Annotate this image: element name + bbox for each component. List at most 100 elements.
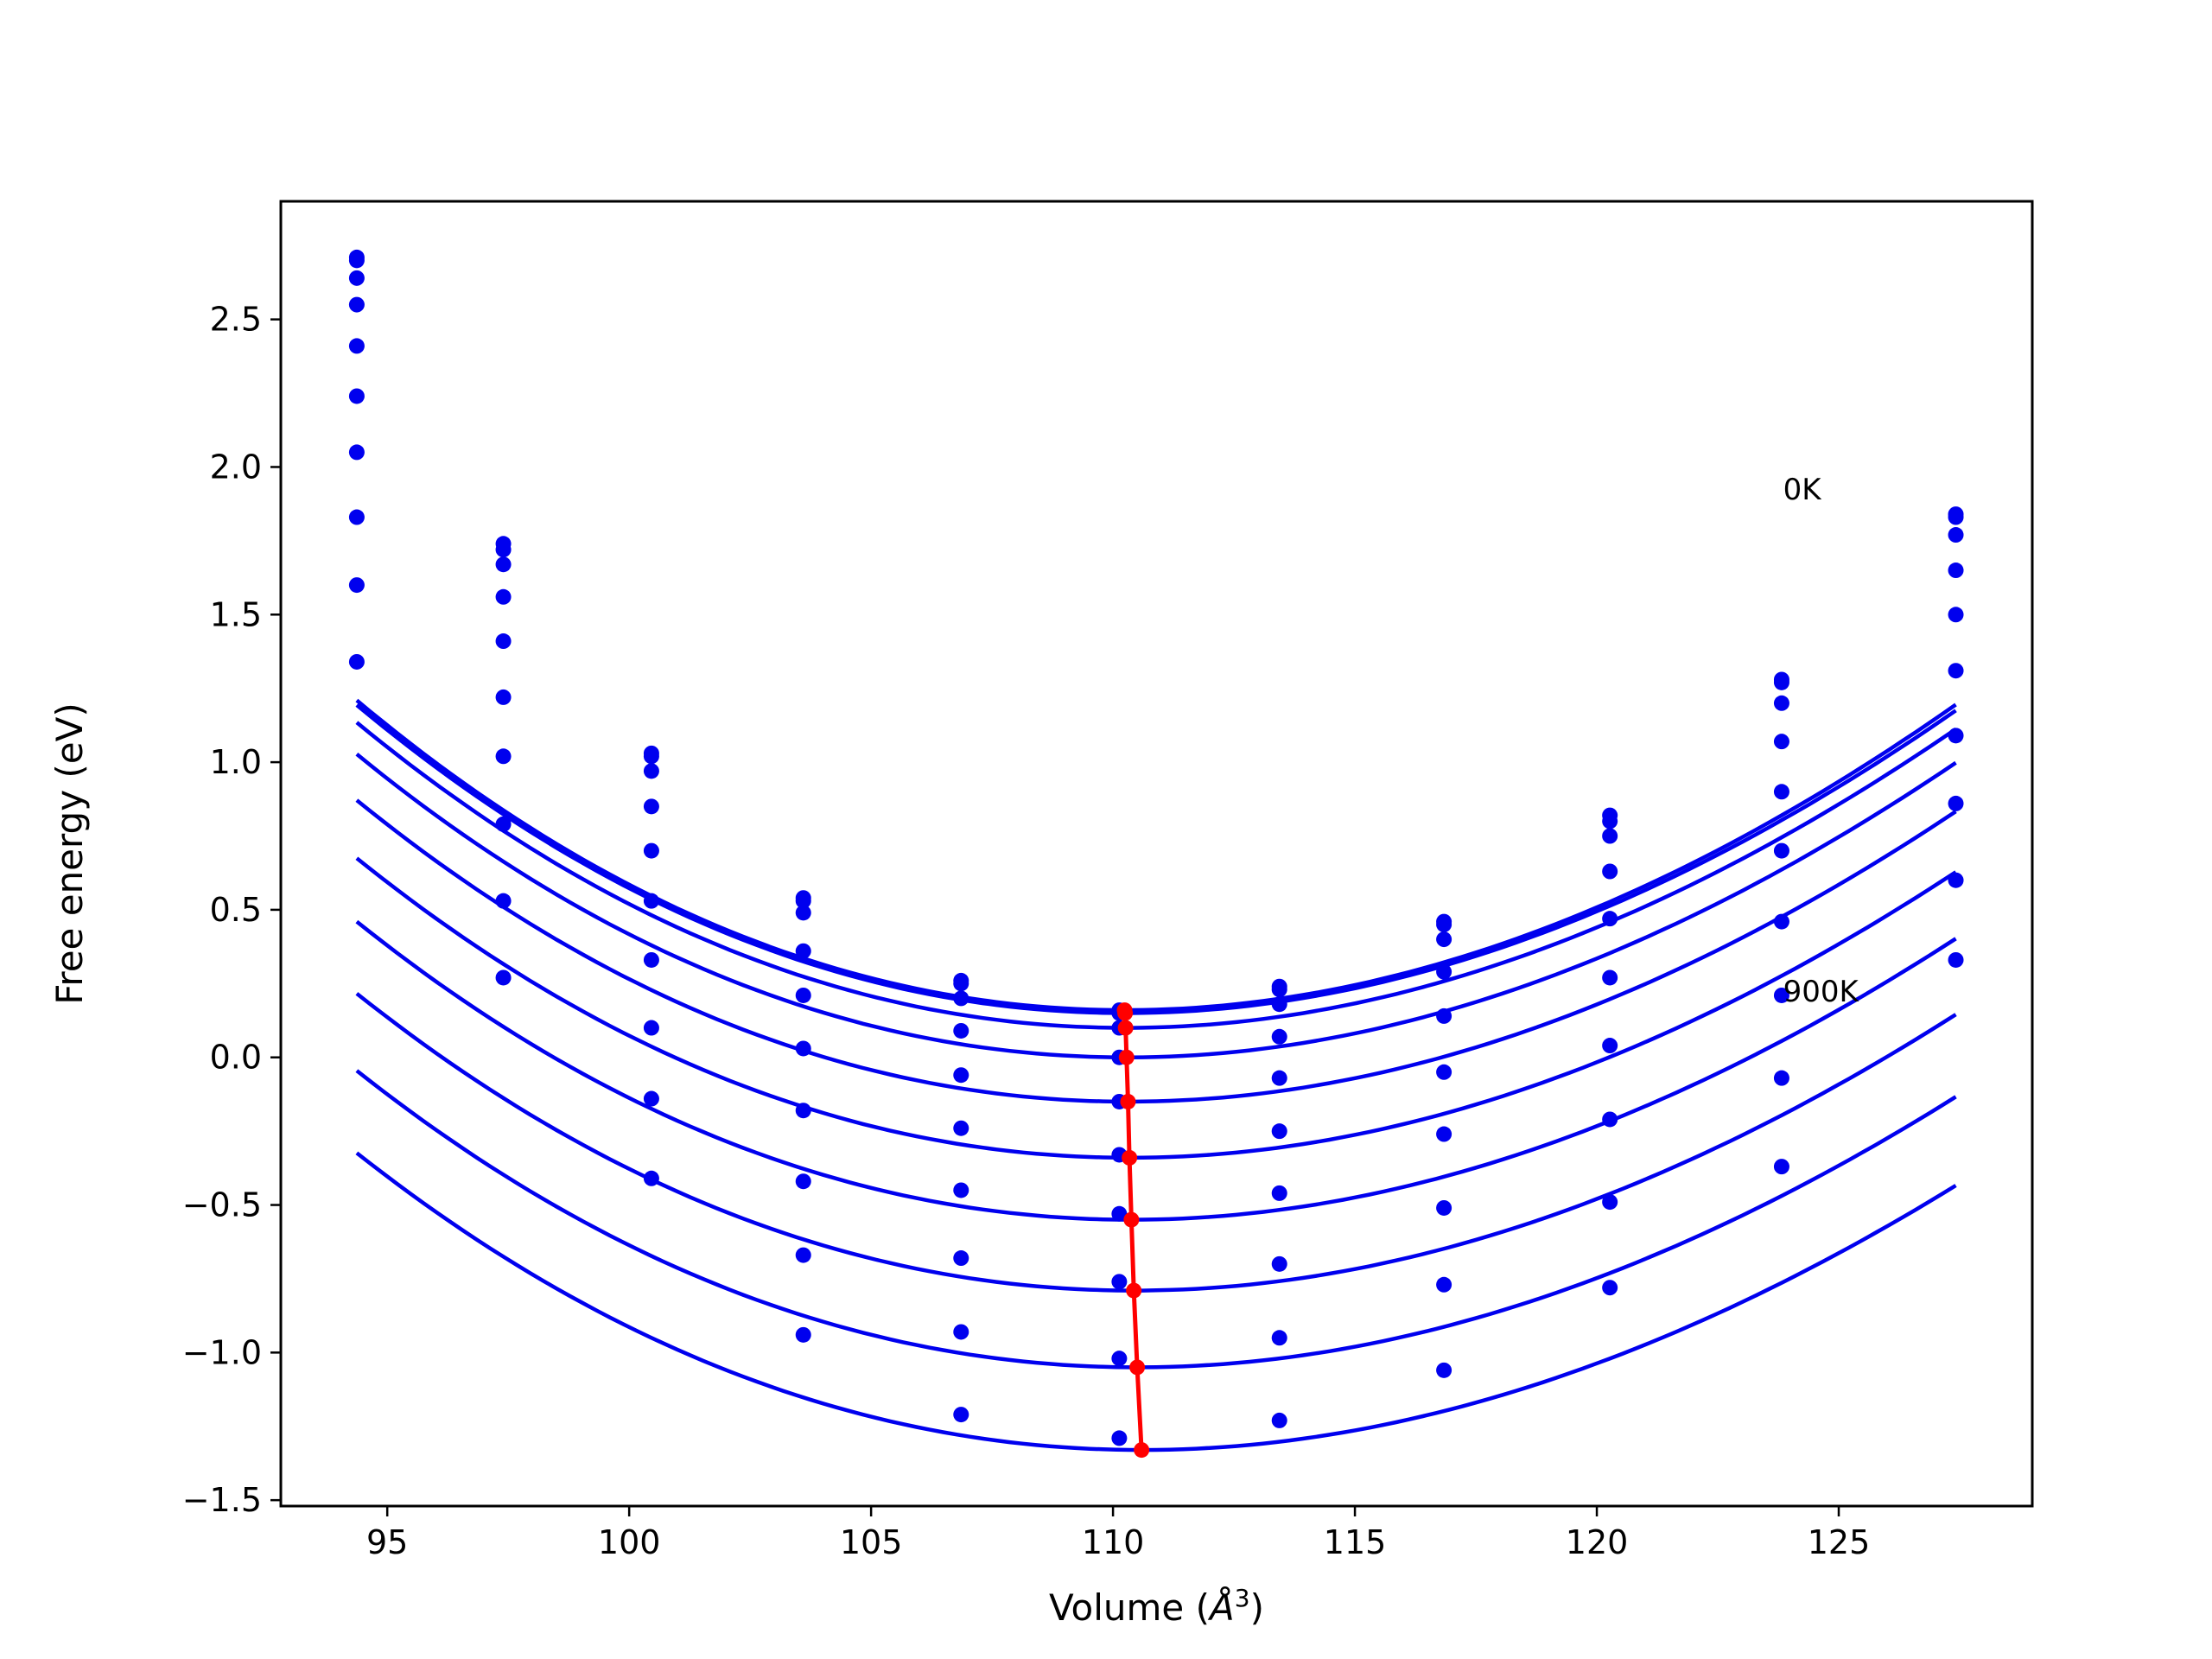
x-tick-label-0: 95 [366, 1523, 408, 1561]
data-point-9-4 [953, 1407, 969, 1423]
data-point-7-0 [348, 509, 365, 525]
data-point-8-4 [953, 1324, 969, 1340]
data-point-6-8 [1602, 1038, 1618, 1054]
data-point-7-6 [1271, 1255, 1287, 1272]
data-point-2-2 [643, 763, 659, 779]
y-tick-label-8: 2.5 [210, 301, 262, 339]
data-point-6-0 [348, 444, 365, 461]
minimum-point-8 [1129, 1359, 1146, 1376]
y-tick-label-0: −1.5 [182, 1481, 262, 1519]
data-point-4-9 [1773, 784, 1789, 800]
y-tick-label-3: 0.0 [210, 1039, 262, 1077]
data-point-5-10 [1948, 663, 1964, 679]
data-point-3-10 [1948, 563, 1964, 579]
data-point-5-9 [1773, 842, 1789, 859]
data-point-5-4 [953, 1120, 969, 1136]
data-point-8-0 [348, 577, 365, 594]
data-point-1-7 [1436, 916, 1452, 932]
data-point-2-6 [1271, 996, 1287, 1013]
data-point-9-7 [1436, 1362, 1452, 1378]
y-tick-label-2: −0.5 [182, 1186, 262, 1224]
data-point-6-10 [1948, 728, 1964, 744]
fit-curve-2 [355, 721, 1957, 1030]
data-point-8-10 [1948, 872, 1964, 888]
x-axis-unit-symbol: Å [1207, 1586, 1235, 1629]
data-point-2-1 [495, 556, 512, 573]
x-axis-unit-exponent: 3 [1235, 1584, 1250, 1612]
data-point-3-7 [1436, 963, 1452, 980]
data-point-5-2 [643, 893, 659, 909]
data-point-6-6 [1271, 1185, 1287, 1201]
data-point-4-4 [953, 1067, 969, 1084]
fit-curve-6 [355, 919, 1957, 1222]
data-point-8-2 [643, 1090, 659, 1107]
data-point-5-1 [495, 689, 512, 705]
fit-curve-0 [355, 698, 1957, 1013]
data-point-1-9 [1773, 674, 1789, 690]
fit-curve-8 [355, 1069, 1957, 1370]
data-point-4-0 [348, 338, 365, 354]
x-axis-label: Volume (Å3) [1049, 1584, 1264, 1629]
data-point-9-8 [1602, 1280, 1618, 1296]
x-tick-label-2: 105 [840, 1523, 903, 1561]
data-point-3-3 [795, 943, 811, 959]
x-axis-label-prefix: Volume ( [1049, 1586, 1210, 1629]
x-tick-label-3: 110 [1082, 1523, 1145, 1561]
y-tick-label-5: 1.0 [210, 743, 262, 781]
data-point-3-2 [643, 798, 659, 815]
data-point-8-1 [495, 893, 512, 909]
y-tick-label-7: 2.0 [210, 448, 262, 486]
data-point-1-3 [795, 893, 811, 909]
data-point-1-2 [643, 748, 659, 765]
data-point-1-8 [1602, 813, 1618, 830]
data-point-7-5 [1111, 1274, 1128, 1290]
data-point-4-2 [643, 842, 659, 859]
data-point-5-3 [795, 1040, 811, 1057]
x-tick-label-5: 120 [1566, 1523, 1629, 1561]
data-point-8-8 [1602, 1194, 1618, 1211]
fit-curve-9 [355, 1151, 1957, 1452]
minimum-point-4 [1120, 1093, 1136, 1109]
x-axis-label-suffix: ) [1250, 1586, 1264, 1629]
curve-annotation-0: 0K [1783, 473, 1823, 507]
data-point-4-7 [1436, 1007, 1452, 1024]
x-tick-label-4: 115 [1324, 1523, 1387, 1561]
minimum-point-6 [1123, 1211, 1140, 1228]
data-point-6-3 [795, 1103, 811, 1119]
data-point-8-6 [1271, 1330, 1287, 1346]
data-point-7-9 [1773, 987, 1789, 1003]
data-point-2-9 [1773, 695, 1789, 711]
y-tick-label-6: 1.5 [210, 595, 262, 633]
data-point-8-3 [795, 1247, 811, 1263]
x-tick-label-6: 125 [1808, 1523, 1871, 1561]
data-point-7-1 [495, 816, 512, 832]
minimum-point-9 [1134, 1442, 1150, 1459]
data-point-4-6 [1271, 1070, 1287, 1086]
data-point-3-0 [348, 296, 365, 313]
fit-curve-1 [355, 703, 1957, 1015]
data-point-7-3 [795, 1173, 811, 1190]
data-point-1-10 [1948, 509, 1964, 525]
data-point-4-3 [795, 987, 811, 1003]
data-point-6-7 [1436, 1126, 1452, 1142]
y-tick-label-1: −1.0 [182, 1333, 262, 1371]
minimum-point-2 [1117, 1020, 1134, 1036]
data-point-9-3 [795, 1326, 811, 1343]
data-point-2-8 [1602, 828, 1618, 844]
axis-ticks: 95 100 105 110 115 120 125 −1.5 −1.0 −0.5 0.0 0.5 1.… [182, 301, 1871, 1561]
data-point-1-4 [953, 976, 969, 992]
minimum-point-1 [1117, 1005, 1134, 1021]
y-tick-label-4: 0.5 [210, 891, 262, 929]
fit-curve-5 [355, 856, 1957, 1160]
data-point-1-6 [1271, 982, 1287, 998]
data-point-5-7 [1436, 1064, 1452, 1080]
data-point-2-3 [795, 905, 811, 921]
curve-annotation-1: 900K [1783, 975, 1860, 1009]
data-point-9-6 [1271, 1412, 1287, 1428]
data-point-7-10 [1948, 795, 1964, 811]
data-point-8-7 [1436, 1276, 1452, 1293]
data-point-8-9 [1773, 1070, 1789, 1086]
data-point-7-2 [643, 1020, 659, 1036]
data-point-4-10 [1948, 607, 1964, 623]
